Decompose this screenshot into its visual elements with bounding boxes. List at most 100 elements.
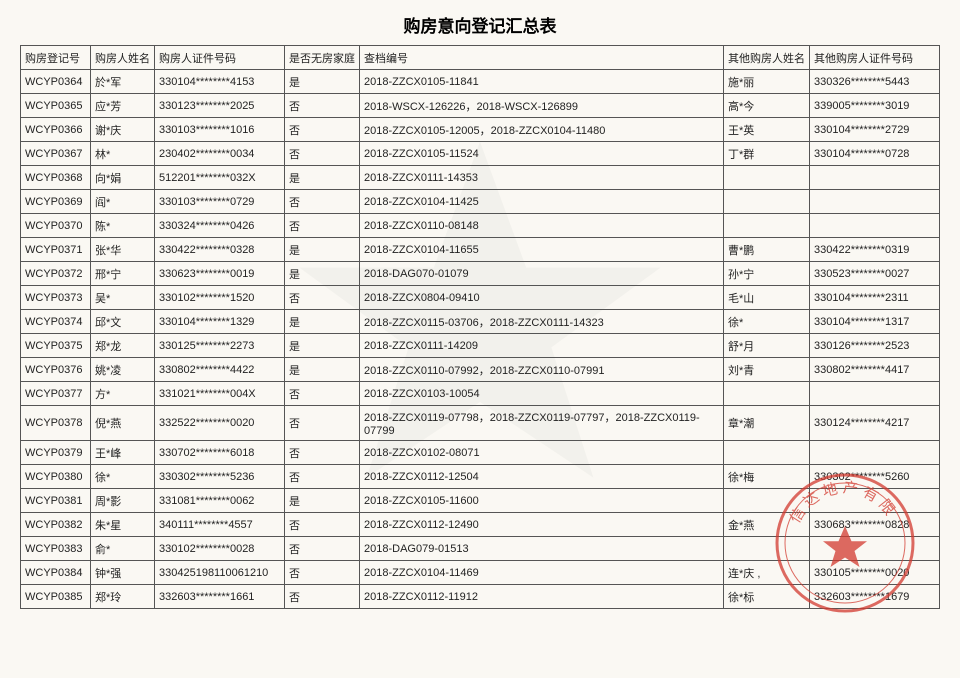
cell-other-id	[810, 537, 940, 561]
table-row: WCYP0372邢*宁330623********0019是2018-DAG07…	[21, 262, 940, 286]
cell-name: 谢*庆	[91, 118, 155, 142]
cell-reg-no: WCYP0376	[21, 358, 91, 382]
table-row: WCYP0370陈*330324********0426否2018-ZZCX01…	[21, 214, 940, 238]
cell-other-id	[810, 166, 940, 190]
table-row: WCYP0368向*娟512201********032X是2018-ZZCX0…	[21, 166, 940, 190]
cell-no-house: 是	[285, 166, 360, 190]
cell-no-house: 否	[285, 406, 360, 441]
cell-archive: 2018-ZZCX0112-12490	[360, 513, 724, 537]
cell-no-house: 否	[285, 118, 360, 142]
cell-reg-no: WCYP0365	[21, 94, 91, 118]
cell-reg-no: WCYP0379	[21, 441, 91, 465]
cell-archive: 2018-ZZCX0105-12005，2018-ZZCX0104-11480	[360, 118, 724, 142]
cell-name: 倪*燕	[91, 406, 155, 441]
table-row: WCYP0385郑*玲332603********1661否2018-ZZCX0…	[21, 585, 940, 609]
cell-other-name	[724, 441, 810, 465]
cell-name: 钟*强	[91, 561, 155, 585]
cell-other-id: 330105********0020	[810, 561, 940, 585]
table-row: WCYP0374邱*文330104********1329是2018-ZZCX0…	[21, 310, 940, 334]
cell-other-id	[810, 214, 940, 238]
cell-archive: 2018-ZZCX0103-10054	[360, 382, 724, 406]
cell-reg-no: WCYP0382	[21, 513, 91, 537]
table-row: WCYP0380徐*330302********5236否2018-ZZCX01…	[21, 465, 940, 489]
cell-id: 330123********2025	[155, 94, 285, 118]
cell-archive: 2018-DAG070-01079	[360, 262, 724, 286]
cell-no-house: 否	[285, 94, 360, 118]
cell-id: 330422********0328	[155, 238, 285, 262]
cell-other-id	[810, 190, 940, 214]
cell-other-name: 曹*鹏	[724, 238, 810, 262]
table-row: WCYP0378倪*燕332522********0020否2018-ZZCX0…	[21, 406, 940, 441]
cell-id: 330104********1329	[155, 310, 285, 334]
cell-other-name: 高*今	[724, 94, 810, 118]
cell-archive: 2018-ZZCX0105-11524	[360, 142, 724, 166]
cell-other-id	[810, 382, 940, 406]
cell-id: 330623********0019	[155, 262, 285, 286]
cell-name: 方*	[91, 382, 155, 406]
cell-no-house: 否	[285, 561, 360, 585]
cell-reg-no: WCYP0367	[21, 142, 91, 166]
cell-other-name	[724, 489, 810, 513]
cell-other-name: 章*潮	[724, 406, 810, 441]
cell-id: 330802********4422	[155, 358, 285, 382]
cell-name: 徐*	[91, 465, 155, 489]
cell-id: 330324********0426	[155, 214, 285, 238]
cell-id: 330102********1520	[155, 286, 285, 310]
cell-reg-no: WCYP0383	[21, 537, 91, 561]
cell-archive: 2018-ZZCX0112-12504	[360, 465, 724, 489]
cell-archive: 2018-ZZCX0111-14353	[360, 166, 724, 190]
cell-id: 332522********0020	[155, 406, 285, 441]
cell-no-house: 是	[285, 489, 360, 513]
cell-no-house: 否	[285, 465, 360, 489]
col-header-name: 购房人姓名	[91, 46, 155, 70]
col-header-reg-no: 购房登记号	[21, 46, 91, 70]
cell-other-name: 毛*山	[724, 286, 810, 310]
cell-no-house: 否	[285, 190, 360, 214]
table-row: WCYP0371张*华330422********0328是2018-ZZCX0…	[21, 238, 940, 262]
cell-name: 朱*星	[91, 513, 155, 537]
cell-name: 俞*	[91, 537, 155, 561]
cell-id: 330102********0028	[155, 537, 285, 561]
cell-other-id: 330683********0828	[810, 513, 940, 537]
cell-other-name: 徐*标	[724, 585, 810, 609]
cell-archive: 2018-ZZCX0111-14209	[360, 334, 724, 358]
cell-id: 331021********004X	[155, 382, 285, 406]
cell-id: 330103********1016	[155, 118, 285, 142]
cell-no-house: 否	[285, 441, 360, 465]
col-header-id: 购房人证件号码	[155, 46, 285, 70]
cell-archive: 2018-ZZCX0110-07992，2018-ZZCX0110-07991	[360, 358, 724, 382]
cell-id: 230402********0034	[155, 142, 285, 166]
table-row: WCYP0366谢*庆330103********1016否2018-ZZCX0…	[21, 118, 940, 142]
cell-id: 340111********4557	[155, 513, 285, 537]
col-header-no-house: 是否无房家庭	[285, 46, 360, 70]
cell-archive: 2018-ZZCX0110-08148	[360, 214, 724, 238]
cell-other-id: 332603********1679	[810, 585, 940, 609]
col-header-archive: 查档编号	[360, 46, 724, 70]
cell-name: 吴*	[91, 286, 155, 310]
cell-id: 330702********6018	[155, 441, 285, 465]
cell-no-house: 否	[285, 286, 360, 310]
cell-name: 於*军	[91, 70, 155, 94]
page-title: 购房意向登记汇总表	[20, 12, 940, 37]
cell-name: 王*峰	[91, 441, 155, 465]
cell-no-house: 是	[285, 310, 360, 334]
cell-archive: 2018-ZZCX0104-11425	[360, 190, 724, 214]
cell-id: 330425198110061210	[155, 561, 285, 585]
cell-id: 332603********1661	[155, 585, 285, 609]
cell-archive: 2018-ZZCX0112-11912	[360, 585, 724, 609]
cell-reg-no: WCYP0385	[21, 585, 91, 609]
cell-reg-no: WCYP0384	[21, 561, 91, 585]
cell-other-id: 330104********0728	[810, 142, 940, 166]
cell-other-id	[810, 489, 940, 513]
cell-no-house: 否	[285, 382, 360, 406]
cell-archive: 2018-ZZCX0119-07798，2018-ZZCX0119-07797，…	[360, 406, 724, 441]
cell-other-name: 连*庆 ,	[724, 561, 810, 585]
cell-other-id: 330326********5443	[810, 70, 940, 94]
cell-other-name: 刘*青	[724, 358, 810, 382]
cell-name: 郑*龙	[91, 334, 155, 358]
cell-no-house: 否	[285, 513, 360, 537]
cell-reg-no: WCYP0381	[21, 489, 91, 513]
cell-no-house: 是	[285, 262, 360, 286]
cell-reg-no: WCYP0371	[21, 238, 91, 262]
cell-name: 向*娟	[91, 166, 155, 190]
